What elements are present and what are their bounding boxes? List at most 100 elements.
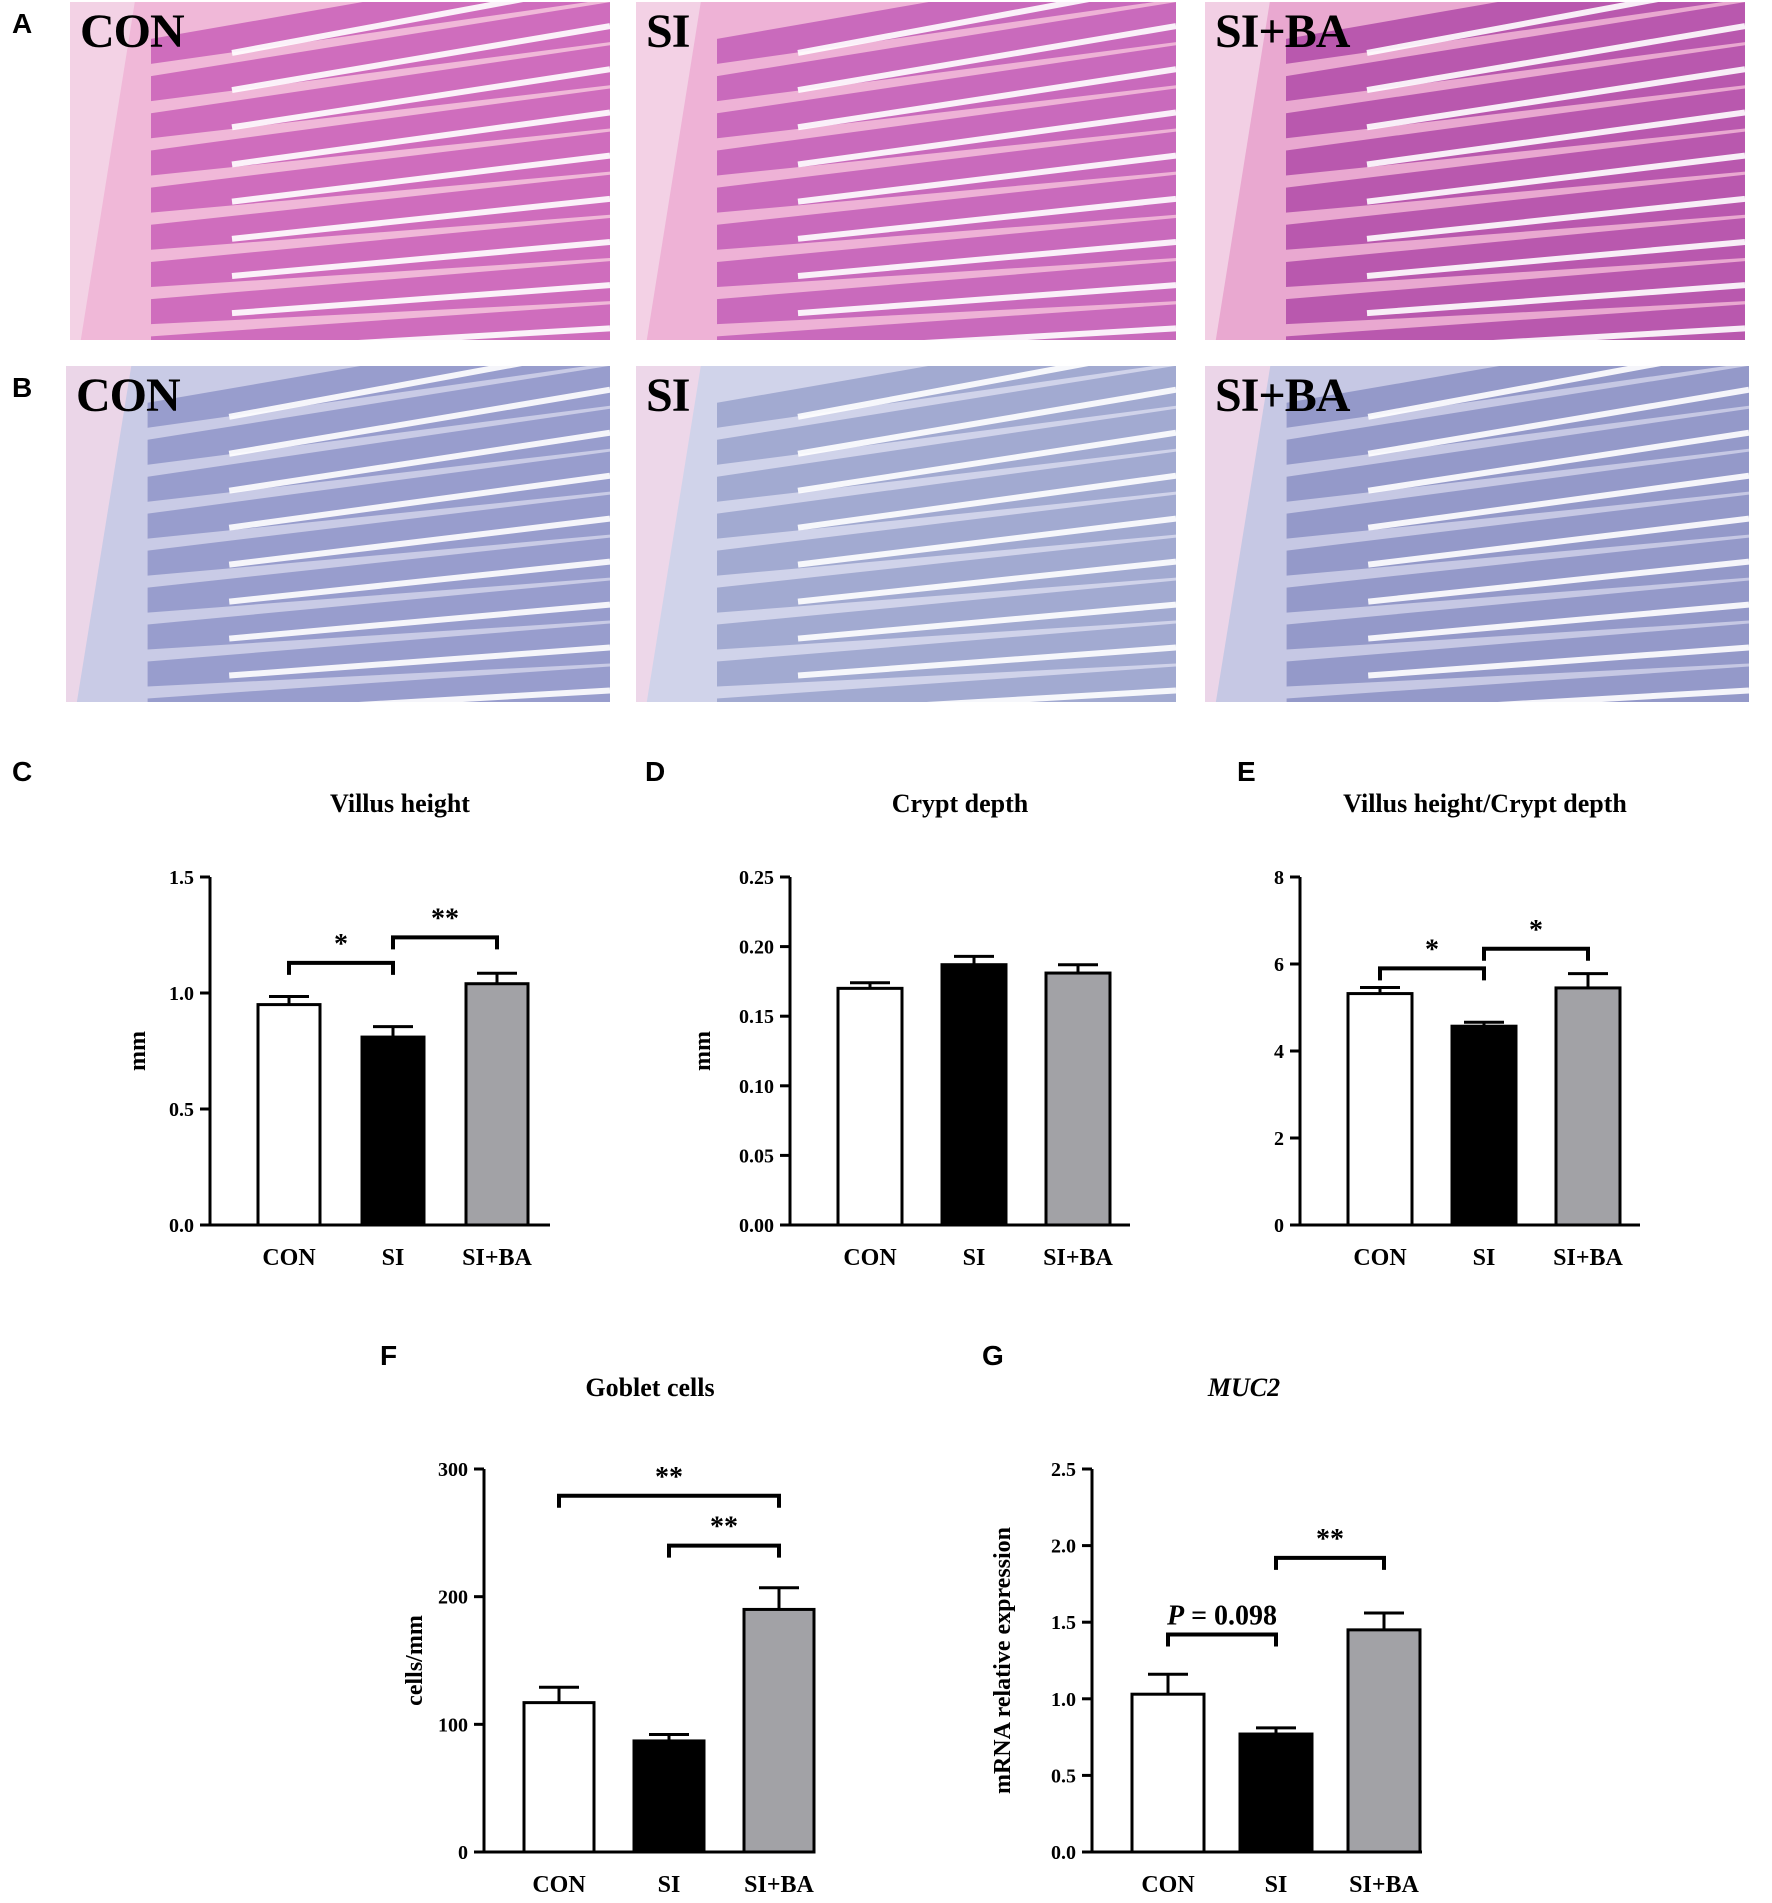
- villus: [1286, 366, 1749, 465]
- villus: [717, 174, 1176, 250]
- villus: [151, 45, 610, 139]
- tissue-image: [636, 366, 1176, 702]
- y-axis-label: cells/mm: [402, 1615, 428, 1706]
- bar-si-ba: [742, 1607, 816, 1854]
- lumen-gap: [231, 66, 610, 131]
- x-tick-label: SI+BA: [462, 1245, 532, 1271]
- y-tick-label: 0.5: [169, 1099, 194, 1121]
- villus: [1286, 2, 1745, 102]
- villus: [147, 366, 610, 465]
- villus: [717, 304, 1176, 340]
- y-tick-label: 0: [458, 1842, 468, 1864]
- lumen-gap: [797, 644, 1176, 679]
- lumen-gap: [797, 66, 1176, 131]
- significance-label: *: [1425, 934, 1439, 965]
- y-tick-label: 2.5: [1051, 1459, 1076, 1481]
- y-tick-label: 0.15: [739, 1006, 774, 1028]
- lumen-gap: [228, 386, 610, 457]
- micrograph-label: CON: [76, 369, 181, 422]
- lumen-gap: [228, 429, 610, 494]
- x-tick-label: SI: [658, 1872, 681, 1898]
- micrograph-label: SI: [646, 5, 690, 58]
- y-tick-label: 0: [1274, 1215, 1284, 1237]
- chart-svg: Crypt depth 0.00 0.05 0.10 0.15 0.20 0.25 mm CON…: [690, 789, 1130, 1271]
- muscle-layer: [1205, 366, 1271, 702]
- lumen-gap: [1367, 515, 1749, 568]
- lumen-gap: [1366, 152, 1745, 205]
- chart-title: MUC2: [1207, 1373, 1280, 1402]
- villus: [717, 45, 1176, 139]
- y-tick-label: 0.00: [739, 1215, 774, 1237]
- villus: [717, 666, 1176, 702]
- x-tick-label: SI: [963, 1245, 986, 1271]
- lumen-gap: [797, 429, 1176, 494]
- micrograph-label: SI+BA: [1215, 369, 1350, 422]
- x-tick-label: SI+BA: [1043, 1245, 1113, 1271]
- y-tick-label: 0.20: [739, 937, 774, 959]
- lumen-gap: [231, 152, 610, 205]
- villus: [1286, 580, 1749, 650]
- x-tick-label: CON: [1353, 1245, 1407, 1271]
- muscle-layer: [1205, 2, 1270, 340]
- lumen-gap: [1367, 644, 1749, 679]
- villus: [717, 494, 1176, 576]
- x-tick-label: SI: [1265, 1872, 1288, 1898]
- lumen-gap: [228, 515, 610, 568]
- villus: [717, 366, 1176, 465]
- y-tick-label: 1.5: [1051, 1612, 1076, 1634]
- micrograph-he-si-ba: SI+BA: [1205, 2, 1745, 340]
- panel-label-d: D: [645, 756, 666, 787]
- y-tick-label: 8: [1274, 867, 1284, 889]
- lumen-gap: [797, 282, 1176, 317]
- bar-con: [1130, 1692, 1206, 1854]
- villus: [147, 580, 610, 650]
- bar-con: [256, 1003, 322, 1227]
- panel-label-a: A: [12, 8, 33, 39]
- chart-muc2: MUC2 0.0 0.5 1.0 1.5 2.0 2.5 mRNA relative expr…: [982, 1370, 1502, 1900]
- villus: [1286, 88, 1745, 176]
- chart-villus-crypt-ratio: Villus height/Crypt depth 0 2 4 6 8 CON SI SI+BA…: [1190, 780, 1770, 1280]
- chart-svg: Villus height/Crypt depth 0 2 4 6 8 CON SI SI+BA…: [1274, 789, 1640, 1271]
- x-tick-label: CON: [843, 1245, 897, 1271]
- chart-title: Goblet cells: [585, 1373, 714, 1402]
- lumen-gap: [231, 109, 610, 168]
- significance-bracket: [287, 960, 395, 975]
- chart-svg: Goblet cells 0 100 200 300 cells/mm CON SI SI+BA…: [402, 1373, 816, 1898]
- y-tick-label: 200: [438, 1587, 468, 1609]
- micrograph-label: SI+BA: [1215, 5, 1350, 58]
- lumen-gap: [1493, 325, 1745, 340]
- lumen-gap: [1497, 687, 1749, 702]
- panel-label-c: C: [12, 756, 33, 787]
- lumen-gap: [1366, 66, 1745, 131]
- lumen-gap: [231, 282, 610, 317]
- villus: [717, 451, 1176, 539]
- villus: [717, 2, 1176, 102]
- lumen-gap: [228, 558, 610, 605]
- lumen-gap: [358, 325, 610, 340]
- villus: [151, 174, 610, 250]
- lumen-gap: [1366, 23, 1745, 94]
- chart-crypt-depth: Crypt depth 0.00 0.05 0.10 0.15 0.20 0.25 mm CON…: [620, 780, 1180, 1280]
- bar-si-ba: [1044, 971, 1112, 1227]
- lumen-gap: [231, 195, 610, 242]
- significance-bracket: [1274, 1555, 1386, 1570]
- significance-label: **: [710, 1512, 738, 1543]
- x-tick-label: SI+BA: [744, 1872, 814, 1898]
- lumen-gap: [797, 109, 1176, 168]
- lumen-gap: [231, 23, 610, 94]
- villus: [147, 408, 610, 502]
- x-tick-label: SI+BA: [1553, 1245, 1623, 1271]
- villus: [1286, 494, 1749, 576]
- lumen-gap: [926, 687, 1176, 702]
- lumen-gap: [228, 601, 610, 642]
- y-tick-label: 6: [1274, 954, 1284, 976]
- significance-bracket: [1482, 946, 1590, 961]
- y-tick-label: 1.5: [169, 867, 194, 889]
- tissue-image: [636, 2, 1176, 340]
- y-tick-label: 2.0: [1051, 1536, 1076, 1558]
- villus: [717, 537, 1176, 613]
- y-tick-label: 300: [438, 1459, 468, 1481]
- bar-si: [1450, 1024, 1518, 1227]
- lumen-gap: [1366, 282, 1745, 317]
- tissue-image: [66, 366, 610, 702]
